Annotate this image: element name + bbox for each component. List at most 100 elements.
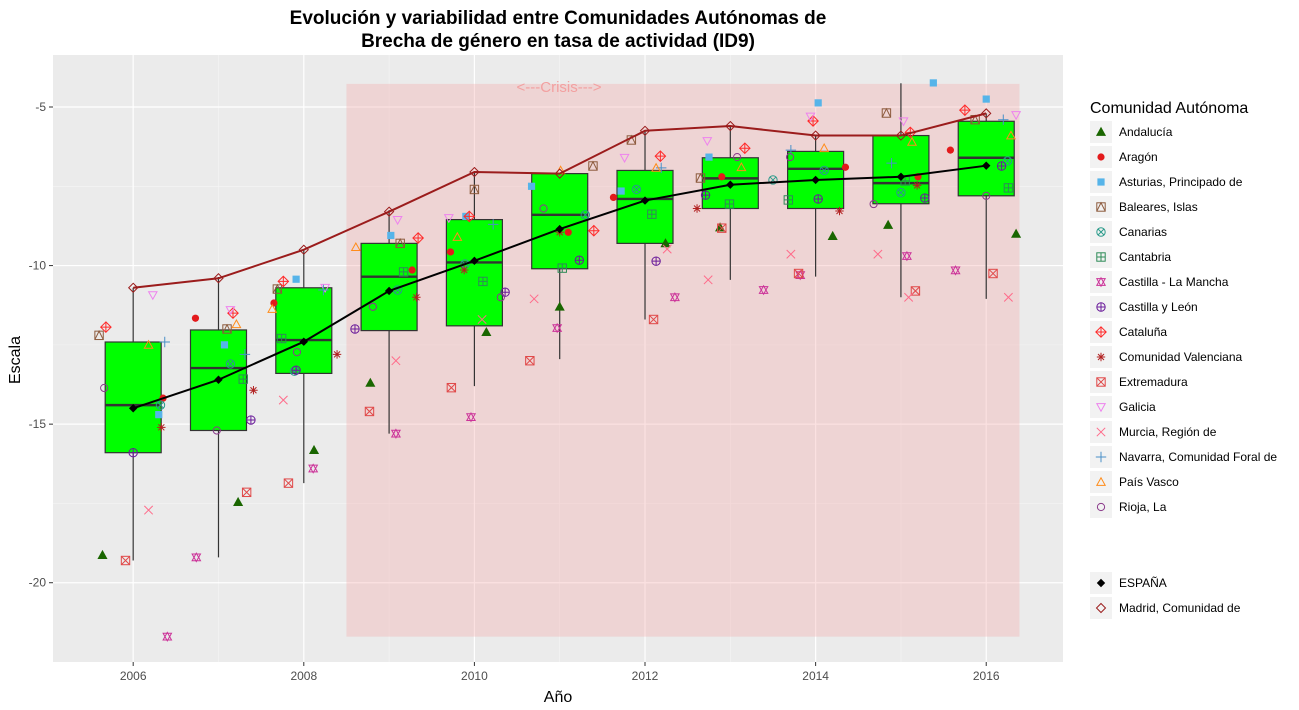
diamond-mark: [470, 256, 479, 266]
square-mark: [446, 382, 457, 393]
diamond-mark: [555, 224, 564, 234]
box-2006: [104, 287, 162, 561]
diamond-mark: [383, 206, 395, 217]
data-point: [128, 404, 138, 413]
data-point: [886, 157, 897, 169]
data-point: [496, 293, 505, 302]
data-point: [738, 142, 751, 155]
data-point: [384, 286, 394, 296]
data-point: [459, 265, 469, 275]
data-point: [669, 292, 680, 303]
data-point: [412, 293, 421, 302]
legend-item: Cantabria: [1090, 246, 1171, 268]
data-point: [946, 146, 954, 154]
data-point: [128, 447, 138, 458]
data-point: [929, 79, 937, 87]
triangle-mark: [1096, 201, 1106, 212]
data-point: [292, 275, 300, 283]
legend-key: [1090, 196, 1112, 218]
data-point: [656, 162, 667, 174]
plus-mark: [651, 256, 661, 266]
plus-mark: [278, 276, 289, 287]
data-point: [127, 282, 139, 293]
triangle-mark: [651, 162, 662, 172]
data-point: [350, 324, 360, 334]
plus-mark: [128, 448, 138, 457]
data-point: [308, 463, 319, 474]
legend-marker: [1095, 326, 1107, 338]
x-mark: [242, 487, 252, 497]
legend-label: Cantabria: [1119, 250, 1171, 264]
triangle-mark: [883, 219, 894, 229]
triangle-mark: [950, 266, 961, 276]
legend-item: Extremadura: [1090, 371, 1188, 393]
x-mark: [477, 314, 487, 325]
data-point: [1003, 292, 1013, 302]
data-point: [408, 266, 416, 274]
plus-mark: [350, 324, 360, 334]
x-mark: [648, 314, 659, 325]
data-point: [155, 411, 163, 419]
square-mark: [478, 276, 488, 287]
legend-label: Madrid, Comunidad de: [1119, 601, 1241, 615]
plus-mark: [1096, 252, 1106, 262]
circle-mark: [292, 348, 302, 357]
diamond-mark: [127, 282, 139, 293]
x-mark: [703, 275, 713, 285]
data-point: [819, 143, 830, 153]
data-point: [241, 487, 252, 498]
legend-key: [1090, 271, 1112, 293]
square-mark: [364, 406, 375, 417]
x-mark: [278, 395, 288, 405]
data-point: [717, 223, 727, 233]
triangle-mark: [191, 553, 202, 563]
series-castilla-y-le-n: [128, 161, 1007, 458]
data-point: [869, 199, 878, 209]
square-mark: [793, 268, 804, 279]
x-mark: [873, 249, 883, 259]
y-tick-label: -10: [29, 259, 47, 273]
legend-label: Castilla y León: [1119, 300, 1198, 314]
square-mark: [557, 263, 567, 273]
data-point: [155, 400, 166, 410]
legend-marker: [1096, 427, 1106, 437]
data-point: [392, 216, 403, 226]
series-cantabria: [238, 176, 1014, 384]
x-mark: [988, 268, 998, 279]
circle-mark: [982, 191, 991, 200]
data-point: [901, 250, 912, 262]
plus-mark: [464, 211, 475, 222]
x-tick-label: 2012: [632, 669, 659, 683]
data-point: [819, 165, 829, 176]
data-point: [299, 337, 309, 346]
circle-mark: [1002, 156, 1013, 166]
square-mark: [648, 314, 659, 325]
legend-label: Navarra, Comunidad Foral de: [1119, 450, 1277, 464]
circle-mark: [768, 175, 778, 185]
circle-mark: [446, 248, 455, 256]
data-point: [920, 193, 930, 203]
line-madrid-comunidad-de: [127, 108, 992, 293]
circle-mark: [1097, 153, 1105, 161]
data-point: [640, 196, 650, 205]
circle-mark: [869, 199, 878, 209]
data-point: [222, 323, 232, 334]
triangle-mark: [308, 464, 319, 474]
circle-mark: [609, 193, 618, 201]
x-mark: [820, 167, 828, 174]
plus-mark: [997, 161, 1006, 171]
circle-mark: [212, 426, 221, 435]
plus-mark: [701, 190, 710, 200]
x-mark: [446, 383, 456, 393]
data-point: [783, 195, 794, 205]
legend-marker: [1095, 451, 1107, 463]
data-point: [278, 395, 288, 405]
plus-mark: [558, 263, 567, 273]
data-point: [786, 249, 796, 259]
plus-mark: [656, 162, 667, 174]
plus-mark: [100, 321, 112, 333]
x-mark: [717, 223, 727, 233]
plus-mark: [998, 114, 1009, 125]
square-mark: [220, 341, 229, 349]
square-mark: [241, 487, 252, 498]
